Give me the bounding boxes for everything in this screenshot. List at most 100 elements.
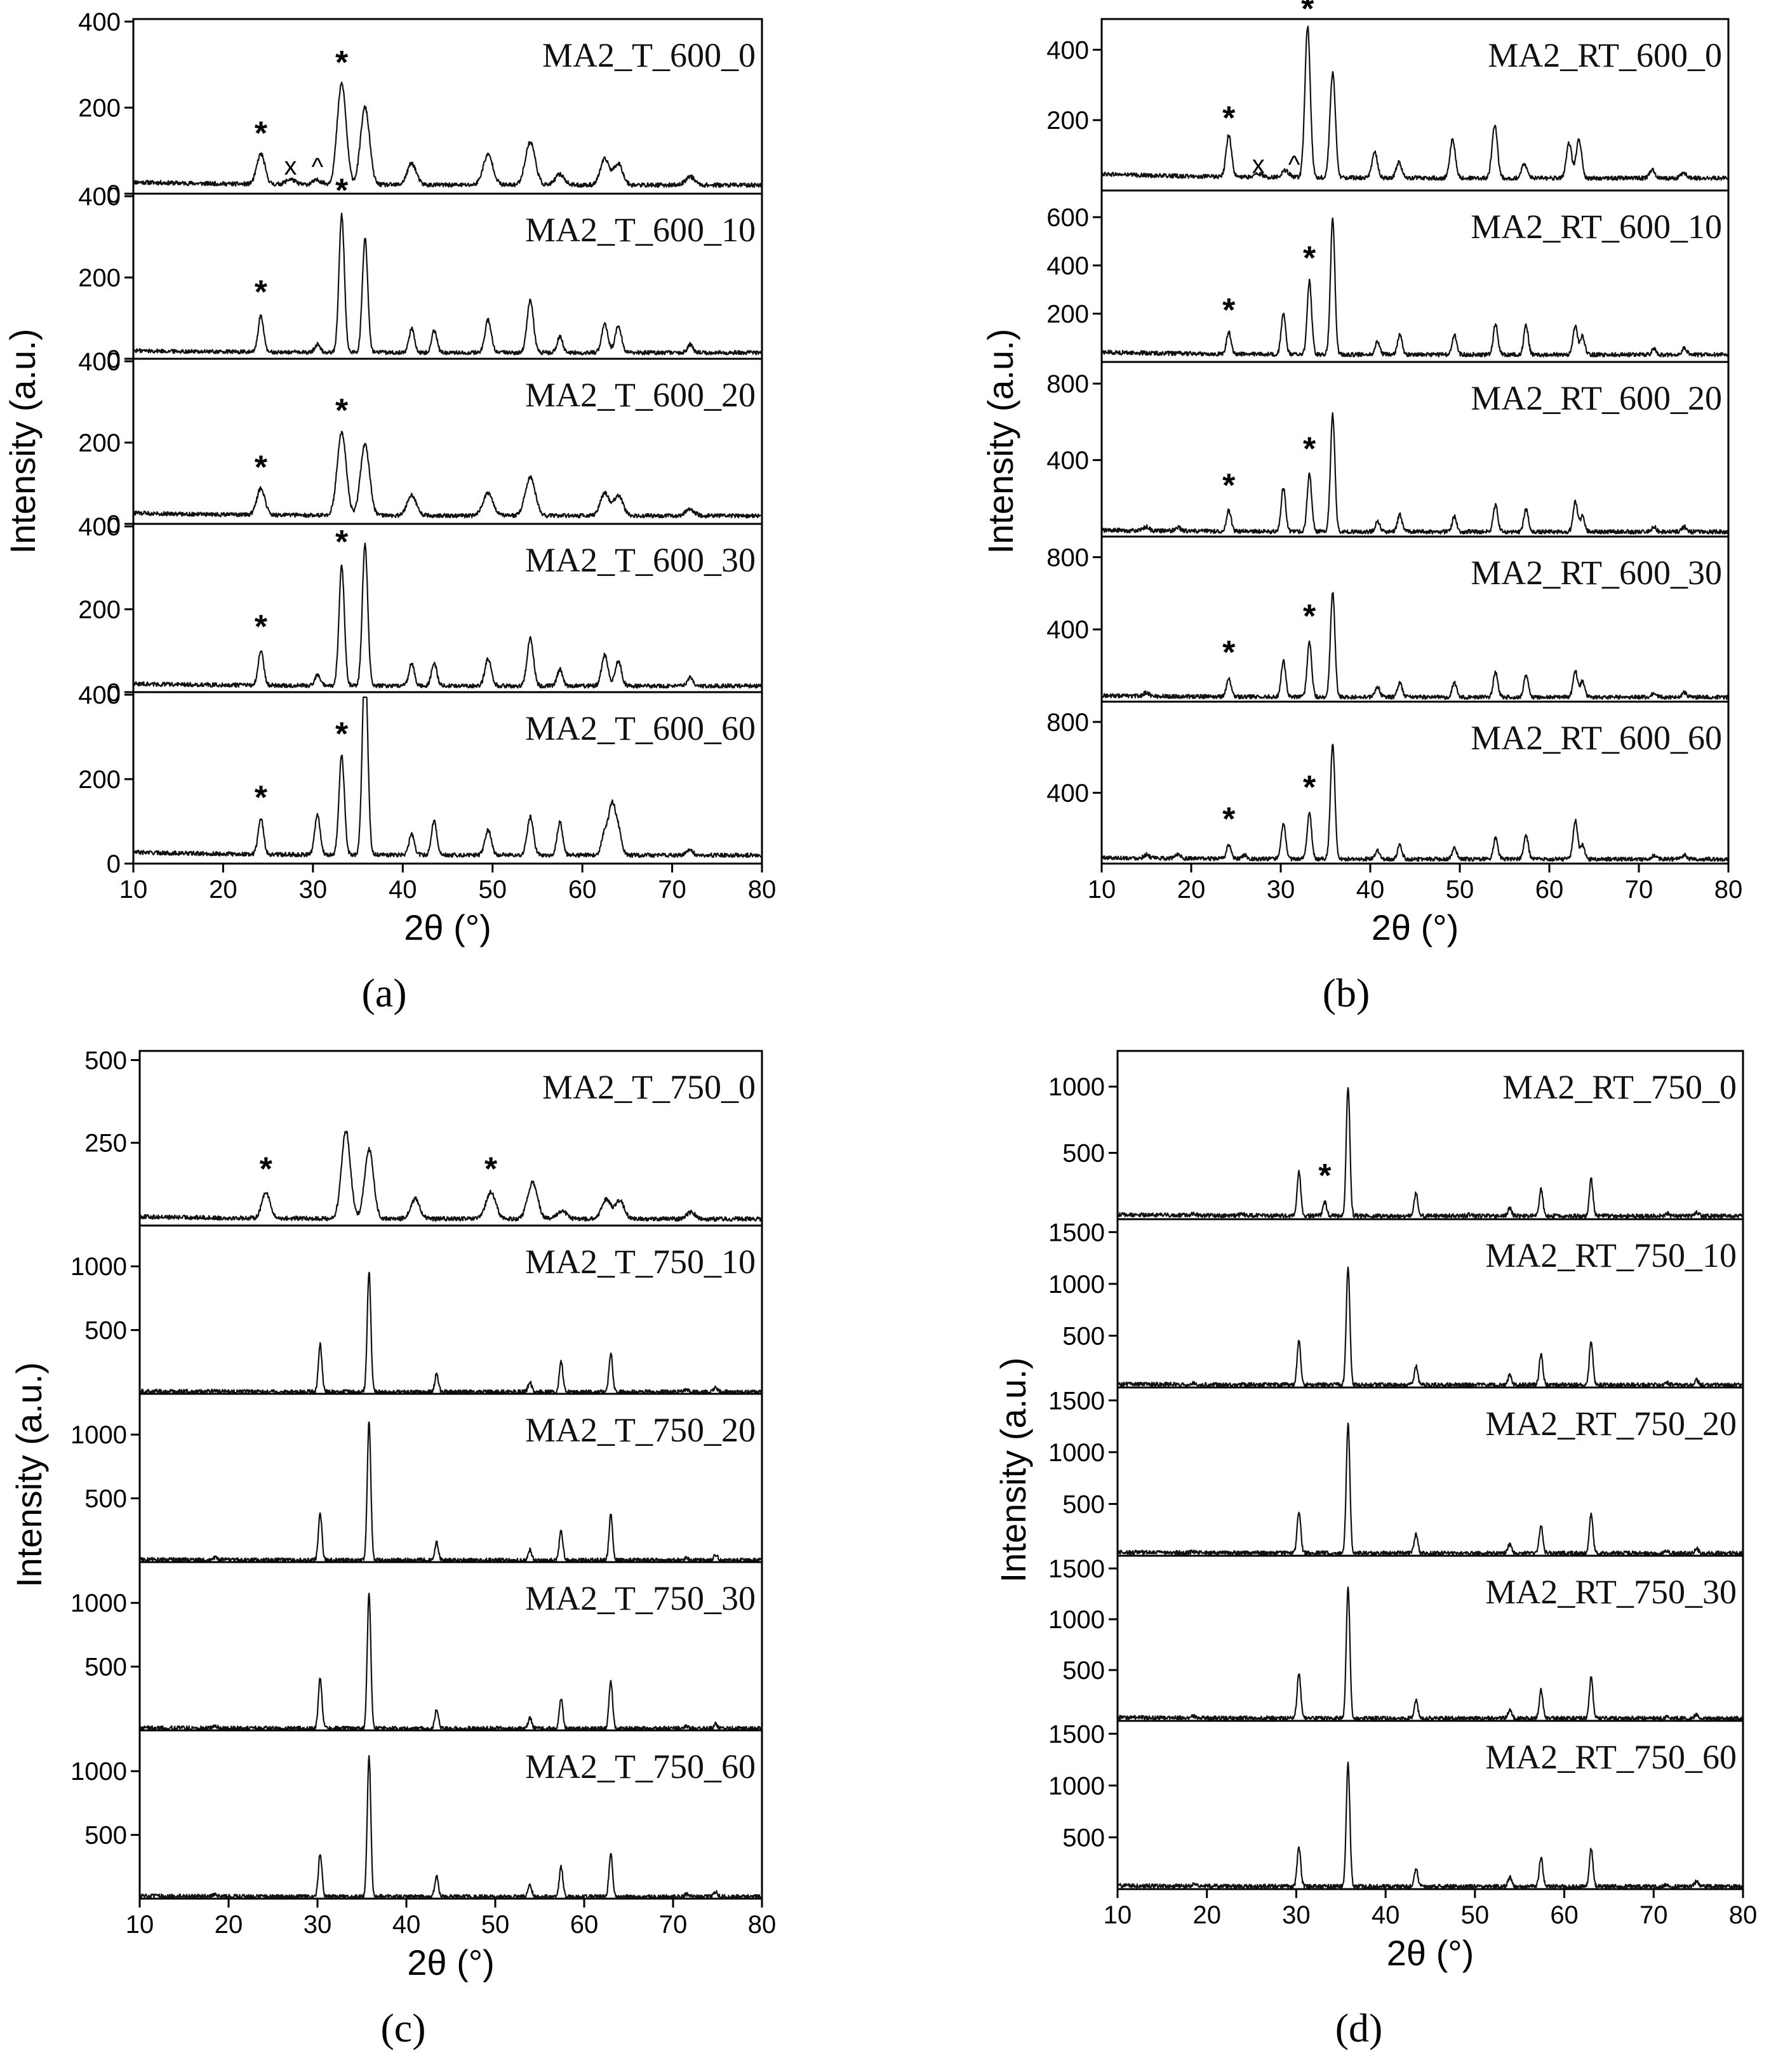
subplot-MA2_T_600_20: 0 200 400 MA2_T_600_20 * * (78, 348, 763, 538)
xrd-pattern-MA2_T_600_0 (133, 81, 763, 188)
xrd-pattern-MA2_T_750_60 (139, 1755, 763, 1900)
sample-label: MA2_RT_600_0 (1488, 36, 1722, 74)
xrd-pattern-MA2_T_600_10 (132, 212, 763, 356)
sample-label: MA2_RT_750_10 (1485, 1236, 1737, 1274)
phase-marker: * (260, 1151, 273, 1187)
y-tick-label: 500 (1062, 1490, 1105, 1518)
y-tick-label: 400 (78, 183, 121, 211)
y-tick-label: 1000 (1048, 1073, 1105, 1101)
y-tick-label: 1000 (1048, 1606, 1105, 1634)
sample-label: MA2_T_750_30 (525, 1579, 756, 1617)
y-tick-label: 800 (1046, 544, 1089, 571)
xrd-pattern-MA2_RT_750_0 (1117, 1086, 1744, 1219)
x-tick-label: 80 (748, 1911, 777, 1939)
y-tick-label: 400 (1046, 616, 1089, 644)
xrd-pattern-MA2_T_600_30 (133, 542, 763, 689)
y-tick-label: 0 (107, 180, 121, 208)
x-tick-label: 10 (1104, 1901, 1132, 1929)
plot-frame (138, 1729, 763, 1900)
sample-label: MA2_RT_750_60 (1485, 1738, 1737, 1776)
sample-label: MA2_T_750_10 (525, 1243, 756, 1281)
phase-marker: * (1301, 0, 1314, 28)
y-tick-label: 200 (78, 429, 121, 457)
y-tick-label: 400 (78, 681, 121, 709)
sample-label: MA2_T_600_30 (525, 541, 756, 579)
y-tick-label: 500 (84, 1046, 127, 1074)
xrd-pattern-MA2_T_750_30 (138, 1593, 763, 1732)
x-tick-label: 80 (1729, 1901, 1758, 1929)
y-tick-label: 400 (78, 513, 121, 541)
sample-label: MA2_RT_750_0 (1502, 1068, 1737, 1106)
y-tick-label: 500 (84, 1485, 127, 1513)
x-tick-label: 70 (659, 1911, 688, 1939)
xrd-pattern-MA2_T_750_0 (138, 1130, 763, 1222)
phase-marker: ^ (1288, 150, 1300, 178)
sample-label: MA2_T_750_20 (525, 1411, 756, 1449)
x-tick-label: 80 (1714, 876, 1743, 904)
subplot-MA2_T_600_30: 0 200 400 MA2_T_600_30 * * (78, 513, 763, 707)
x-tick-label: 10 (1088, 876, 1116, 904)
sample-label: MA2_T_600_0 (542, 36, 756, 74)
y-tick-label: 200 (78, 766, 121, 794)
subplot-MA2_RT_600_20: 400 800 MA2_RT_600_20 * * (1046, 361, 1730, 538)
x-tick-label: 70 (1639, 1901, 1668, 1929)
xrd-pattern-MA2_RT_750_10 (1116, 1266, 1744, 1388)
sample-label: MA2_RT_600_10 (1471, 208, 1722, 246)
phase-marker: x (1252, 150, 1265, 178)
y-tick-label: 200 (78, 596, 121, 624)
y-tick-label: 400 (78, 348, 121, 376)
y-tick-label: 1500 (1048, 1219, 1105, 1247)
xrd-pattern-MA2_RT_600_60 (1100, 744, 1729, 862)
y-tick-label: 400 (1046, 779, 1089, 807)
x-tick-label: 10 (126, 1911, 154, 1939)
x-tick-label: 40 (389, 876, 417, 904)
y-axis-label: Intensity (a.u.) (980, 329, 1020, 554)
x-tick-label: 30 (1282, 1901, 1311, 1929)
phase-marker: * (335, 172, 349, 209)
subplot-MA2_T_750_10: 500 1000 MA2_T_750_10 (70, 1224, 763, 1395)
y-tick-label: 400 (1046, 252, 1089, 280)
phase-marker: * (1222, 100, 1236, 137)
sample-label: MA2_T_600_60 (525, 709, 756, 747)
subplot-MA2_RT_600_0: 200 400 MA2_RT_600_0 * x ^ * (1046, 0, 1730, 192)
x-tick-label: 40 (1356, 876, 1385, 904)
y-tick-label: 800 (1046, 709, 1089, 737)
y-tick-label: 500 (1062, 1322, 1105, 1350)
x-tick-label: 20 (1192, 1901, 1221, 1929)
y-tick-label: 1000 (1048, 1772, 1105, 1800)
x-tick-label: 20 (209, 876, 237, 904)
y-tick-label: 1000 (70, 1758, 127, 1786)
phase-marker: * (335, 524, 349, 561)
subplot-MA2_RT_750_30: 500 1000 1500 MA2_RT_750_30 (1048, 1554, 1744, 1722)
y-tick-label: 0 (107, 345, 121, 373)
phase-marker: ^ (312, 153, 324, 181)
subplot-MA2_RT_600_30: 400 800 MA2_RT_600_30 * * (1046, 535, 1730, 703)
x-tick-label: 10 (119, 876, 148, 904)
phase-marker: * (255, 449, 268, 486)
subplot-MA2_RT_750_10: 500 1000 1500 MA2_RT_750_10 (1048, 1218, 1744, 1389)
x-tick-label: 40 (1372, 1901, 1400, 1929)
x-tick-label: 60 (568, 876, 597, 904)
y-tick-label: 200 (78, 95, 121, 123)
sample-label: MA2_T_600_10 (525, 211, 756, 249)
y-tick-label: 1000 (70, 1253, 127, 1281)
y-tick-label: 400 (1046, 447, 1089, 475)
subplot-MA2_T_600_10: 0 200 400 MA2_T_600_10 * * (78, 172, 763, 373)
y-tick-label: 0 (107, 679, 121, 707)
y-tick-label: 1500 (1048, 1387, 1105, 1415)
x-tick-label: 50 (1461, 1901, 1490, 1929)
x-tick-label: 30 (304, 1911, 332, 1939)
y-tick-label: 200 (78, 264, 121, 292)
subplot-MA2_T_600_0: 0 200 400 MA2_T_600_0 * x ^ * (78, 8, 763, 208)
y-tick-label: 200 (1046, 300, 1089, 328)
y-tick-label: 500 (1062, 1824, 1105, 1852)
phase-marker: * (1222, 292, 1236, 329)
x-tick-label: 60 (1535, 876, 1564, 904)
xrd-pattern-MA2_RT_600_20 (1101, 412, 1730, 535)
phase-marker: * (484, 1151, 498, 1187)
x-tick-label: 70 (1625, 876, 1653, 904)
sample-label: MA2_T_750_0 (542, 1068, 756, 1106)
y-tick-label: 500 (1062, 1140, 1105, 1168)
